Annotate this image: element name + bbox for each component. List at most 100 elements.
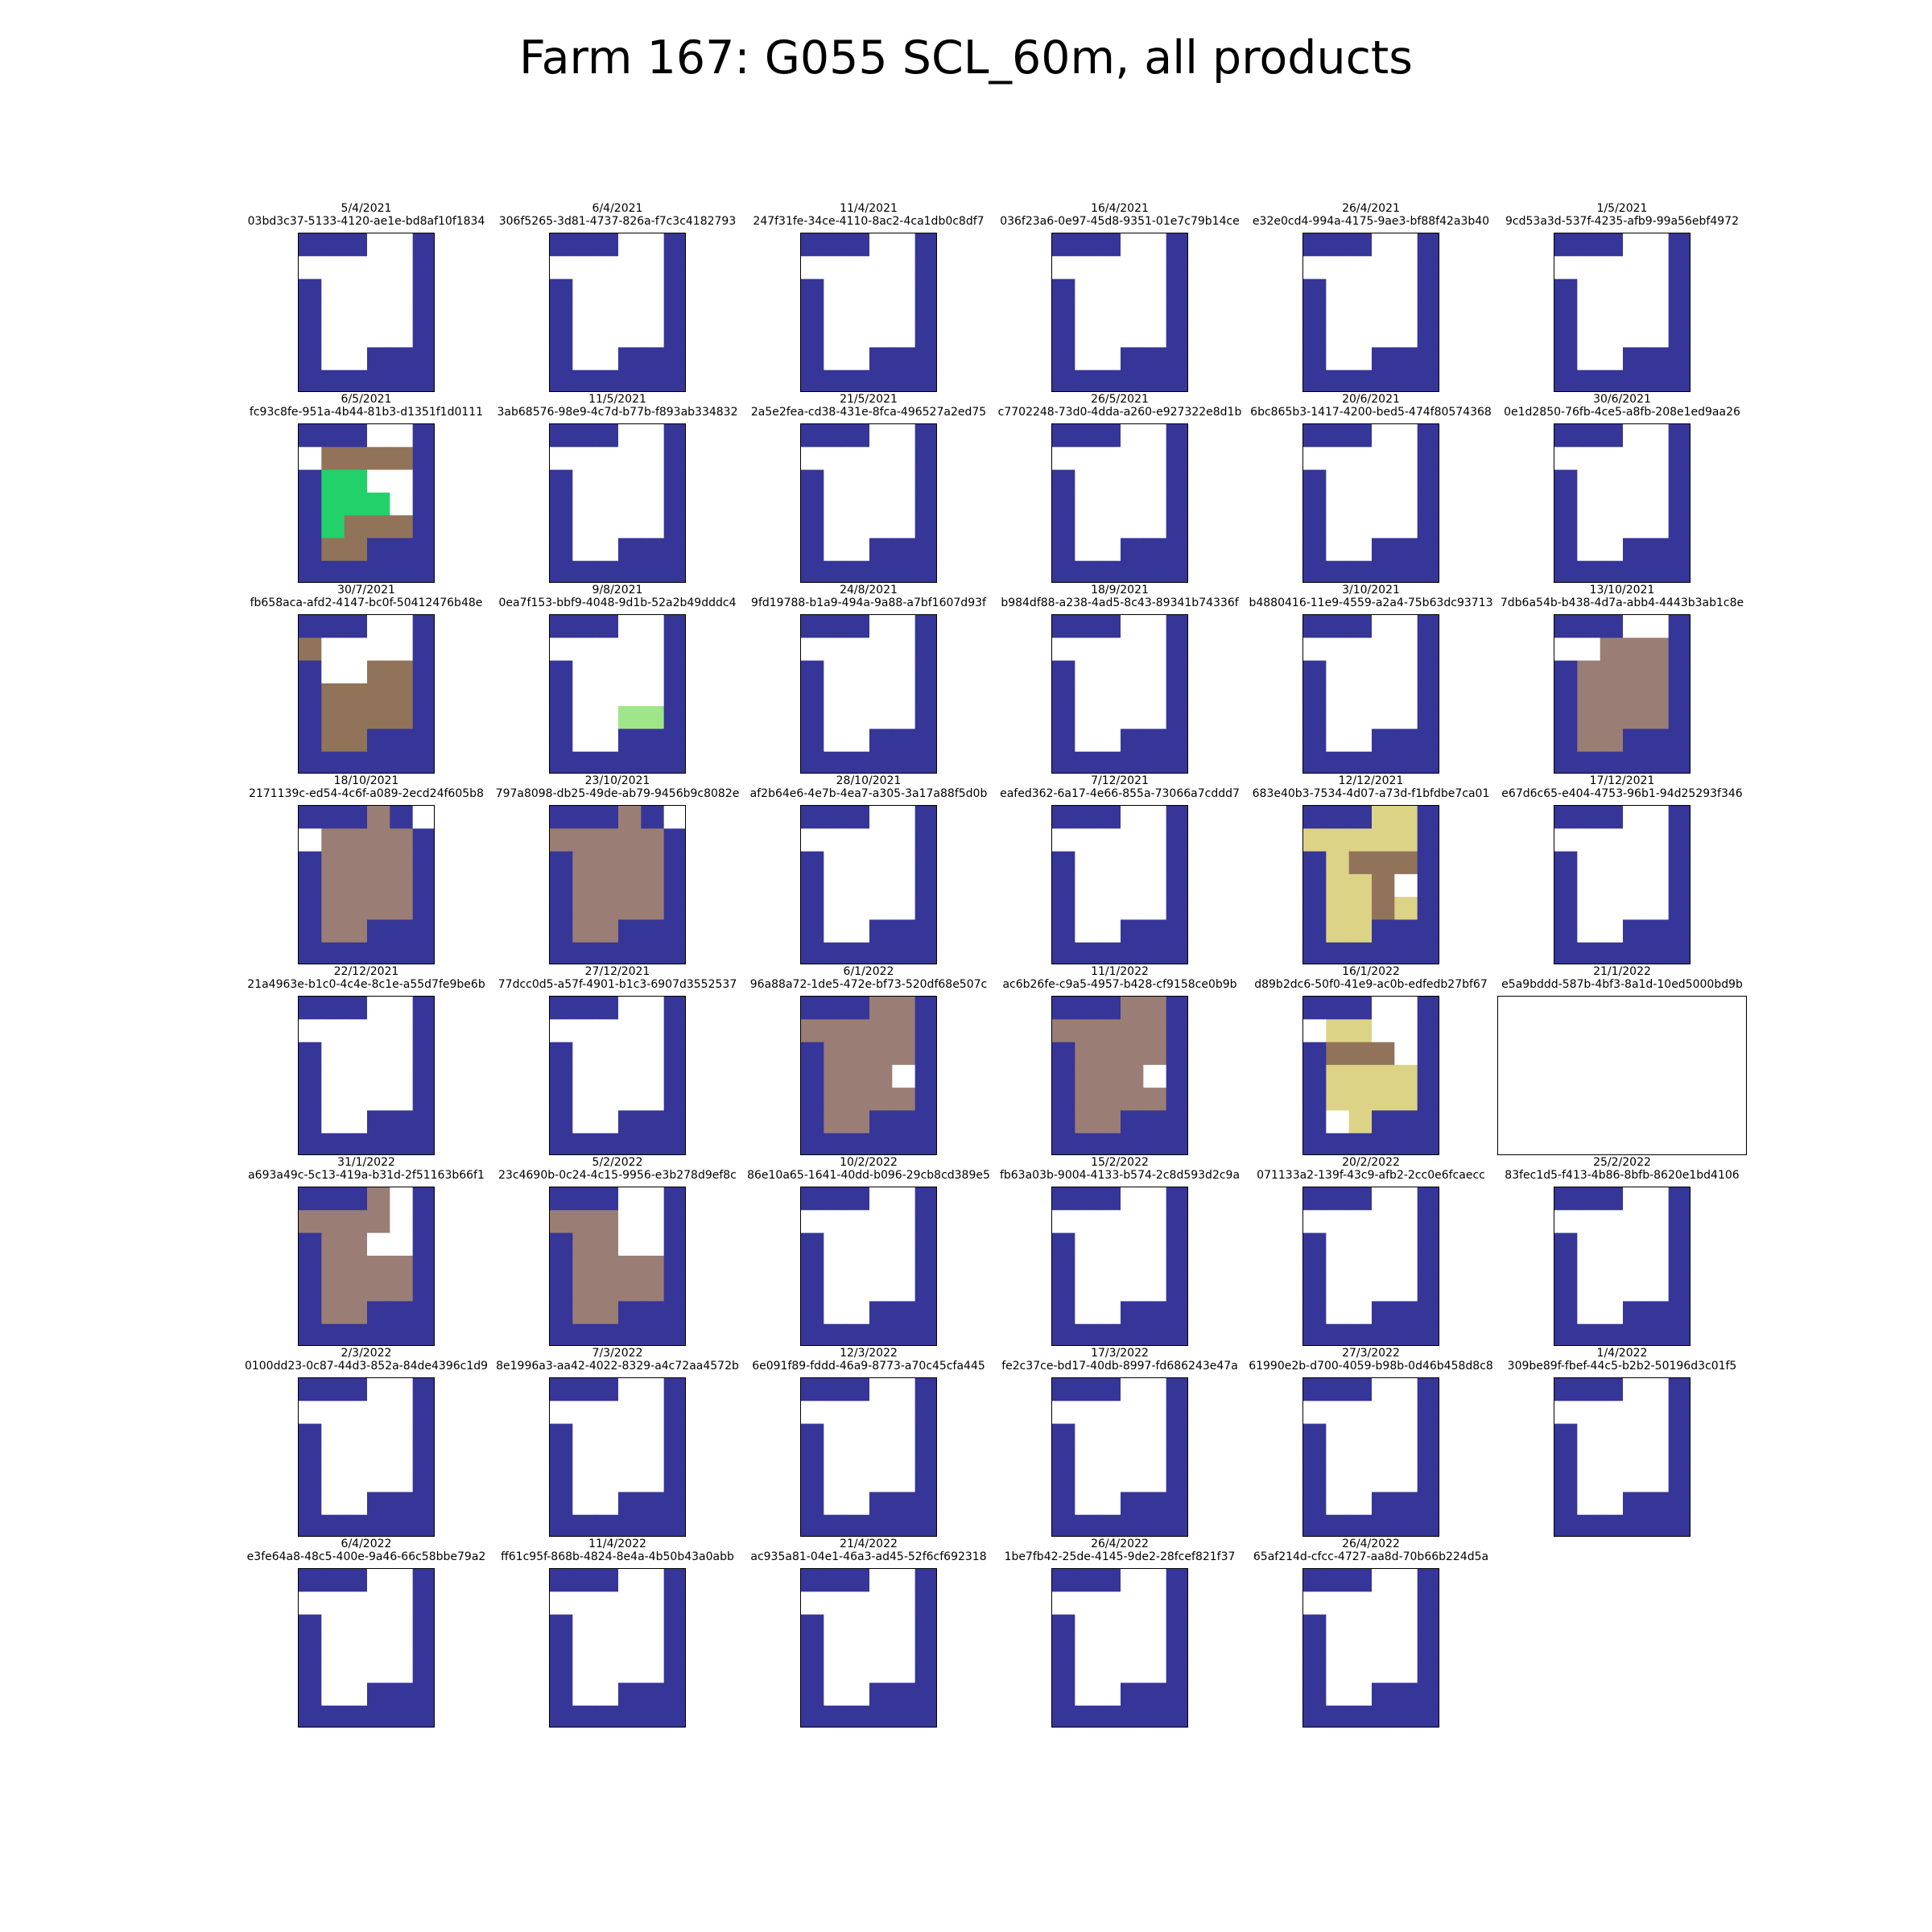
scl-cell (321, 828, 345, 852)
scl-cell (299, 469, 322, 493)
scl-cell (869, 515, 893, 539)
scl-cell (846, 683, 870, 707)
scl-cell (1166, 873, 1187, 898)
scl-cell (641, 1019, 665, 1043)
scl-cell (1097, 1614, 1121, 1638)
scl-cell (801, 1210, 824, 1234)
scl-cell (321, 424, 345, 448)
scl-cell (1326, 1019, 1350, 1043)
scl-cell (550, 233, 573, 257)
scl-cell (1394, 706, 1418, 730)
scl-cell (321, 279, 345, 303)
scl-cell (869, 1110, 893, 1134)
scl-cell (869, 1469, 893, 1493)
scl-cell (572, 706, 597, 730)
scl-cell (1372, 1637, 1395, 1661)
scl-cell (595, 1278, 619, 1302)
scl-cell (550, 997, 573, 1020)
scl-cell (1372, 1660, 1395, 1684)
scl-cell (1600, 1492, 1624, 1516)
scl-cell (846, 538, 870, 562)
scl-cell (321, 1110, 345, 1134)
scl-raster (1052, 997, 1187, 1154)
scl-cell (1097, 1423, 1121, 1447)
scl-cell (344, 301, 368, 325)
scl-cell (367, 1514, 390, 1536)
scl-cell (824, 1569, 848, 1592)
scl-cell (1075, 301, 1099, 325)
scl-cell (1326, 706, 1350, 730)
scl-cell (892, 1682, 916, 1707)
scl-cell (1166, 1401, 1187, 1425)
scl-cell (321, 369, 345, 391)
scl-cell (1348, 1682, 1373, 1707)
scl-cell (1645, 369, 1670, 391)
scl-cell (663, 1637, 685, 1661)
scl-cell (299, 256, 322, 280)
scl-cell (344, 347, 368, 371)
scl-cell (321, 1705, 345, 1727)
scl-cell (1600, 1210, 1624, 1234)
scl-cell (641, 1378, 665, 1402)
scl-panel (1051, 1568, 1188, 1728)
scl-cell (1554, 615, 1578, 638)
scl-cell (1577, 1301, 1601, 1325)
scl-cell (641, 1469, 665, 1493)
scl-cell (321, 1637, 345, 1661)
scl-cell (1417, 369, 1439, 391)
scl-cell (1417, 1446, 1439, 1470)
panel-date: 6/4/2022 (341, 1538, 392, 1550)
panel-date: 18/9/2021 (1091, 584, 1149, 597)
scl-cell (824, 369, 848, 391)
scl-cell (367, 828, 390, 852)
scl-cell (1348, 997, 1373, 1020)
scl-cell (618, 997, 642, 1020)
scl-cell (1372, 1569, 1395, 1592)
scl-cell (1075, 997, 1099, 1020)
scl-cell (663, 1469, 685, 1493)
scl-cell (914, 873, 936, 898)
scl-cell (1554, 233, 1578, 257)
scl-raster (550, 1187, 685, 1345)
scl-cell (641, 660, 665, 684)
scl-cell (892, 1446, 916, 1470)
scl-cell (1143, 828, 1167, 852)
scl-cell (1166, 1469, 1187, 1493)
scl-cell (1143, 279, 1167, 303)
scl-cell (1372, 538, 1395, 562)
scl-cell (1394, 1210, 1418, 1234)
scl-cell (1394, 1660, 1418, 1684)
scl-cell (801, 560, 824, 582)
panel-title: 26/5/2021 c7702248-73d0-4dda-a260-e927322… (994, 393, 1245, 419)
scl-cell (1600, 706, 1624, 730)
scl-cell (1052, 1232, 1075, 1257)
scl-cell (1303, 347, 1327, 371)
scl-raster (801, 1378, 936, 1536)
scl-cell (618, 615, 642, 638)
scl-cell (1052, 1660, 1075, 1684)
scl-cell (914, 615, 936, 638)
scl-cell (390, 347, 414, 371)
scl-cell (1554, 828, 1578, 852)
scl-cell (299, 638, 322, 662)
scl-cell (1303, 1660, 1327, 1684)
scl-cell (824, 1210, 848, 1234)
scl-cell (801, 683, 824, 707)
scl-cell (618, 1660, 642, 1684)
scl-cell (1143, 873, 1167, 898)
scl-cell (1645, 729, 1670, 753)
scl-panel (1302, 233, 1439, 392)
scl-cell (572, 942, 597, 964)
scl-cell (618, 828, 642, 852)
scl-cell (1577, 1323, 1601, 1345)
scl-cell (1303, 683, 1327, 707)
scl-cell (1417, 873, 1439, 898)
scl-cell (1600, 1278, 1624, 1302)
scl-cell (618, 424, 642, 448)
panel-date: 22/12/2021 (333, 965, 399, 978)
scl-cell (618, 1378, 642, 1402)
panel-date: 10/2/2022 (840, 1156, 898, 1169)
scl-cell (663, 324, 685, 349)
scl-cell (550, 1133, 573, 1154)
scl-cell (595, 729, 619, 753)
